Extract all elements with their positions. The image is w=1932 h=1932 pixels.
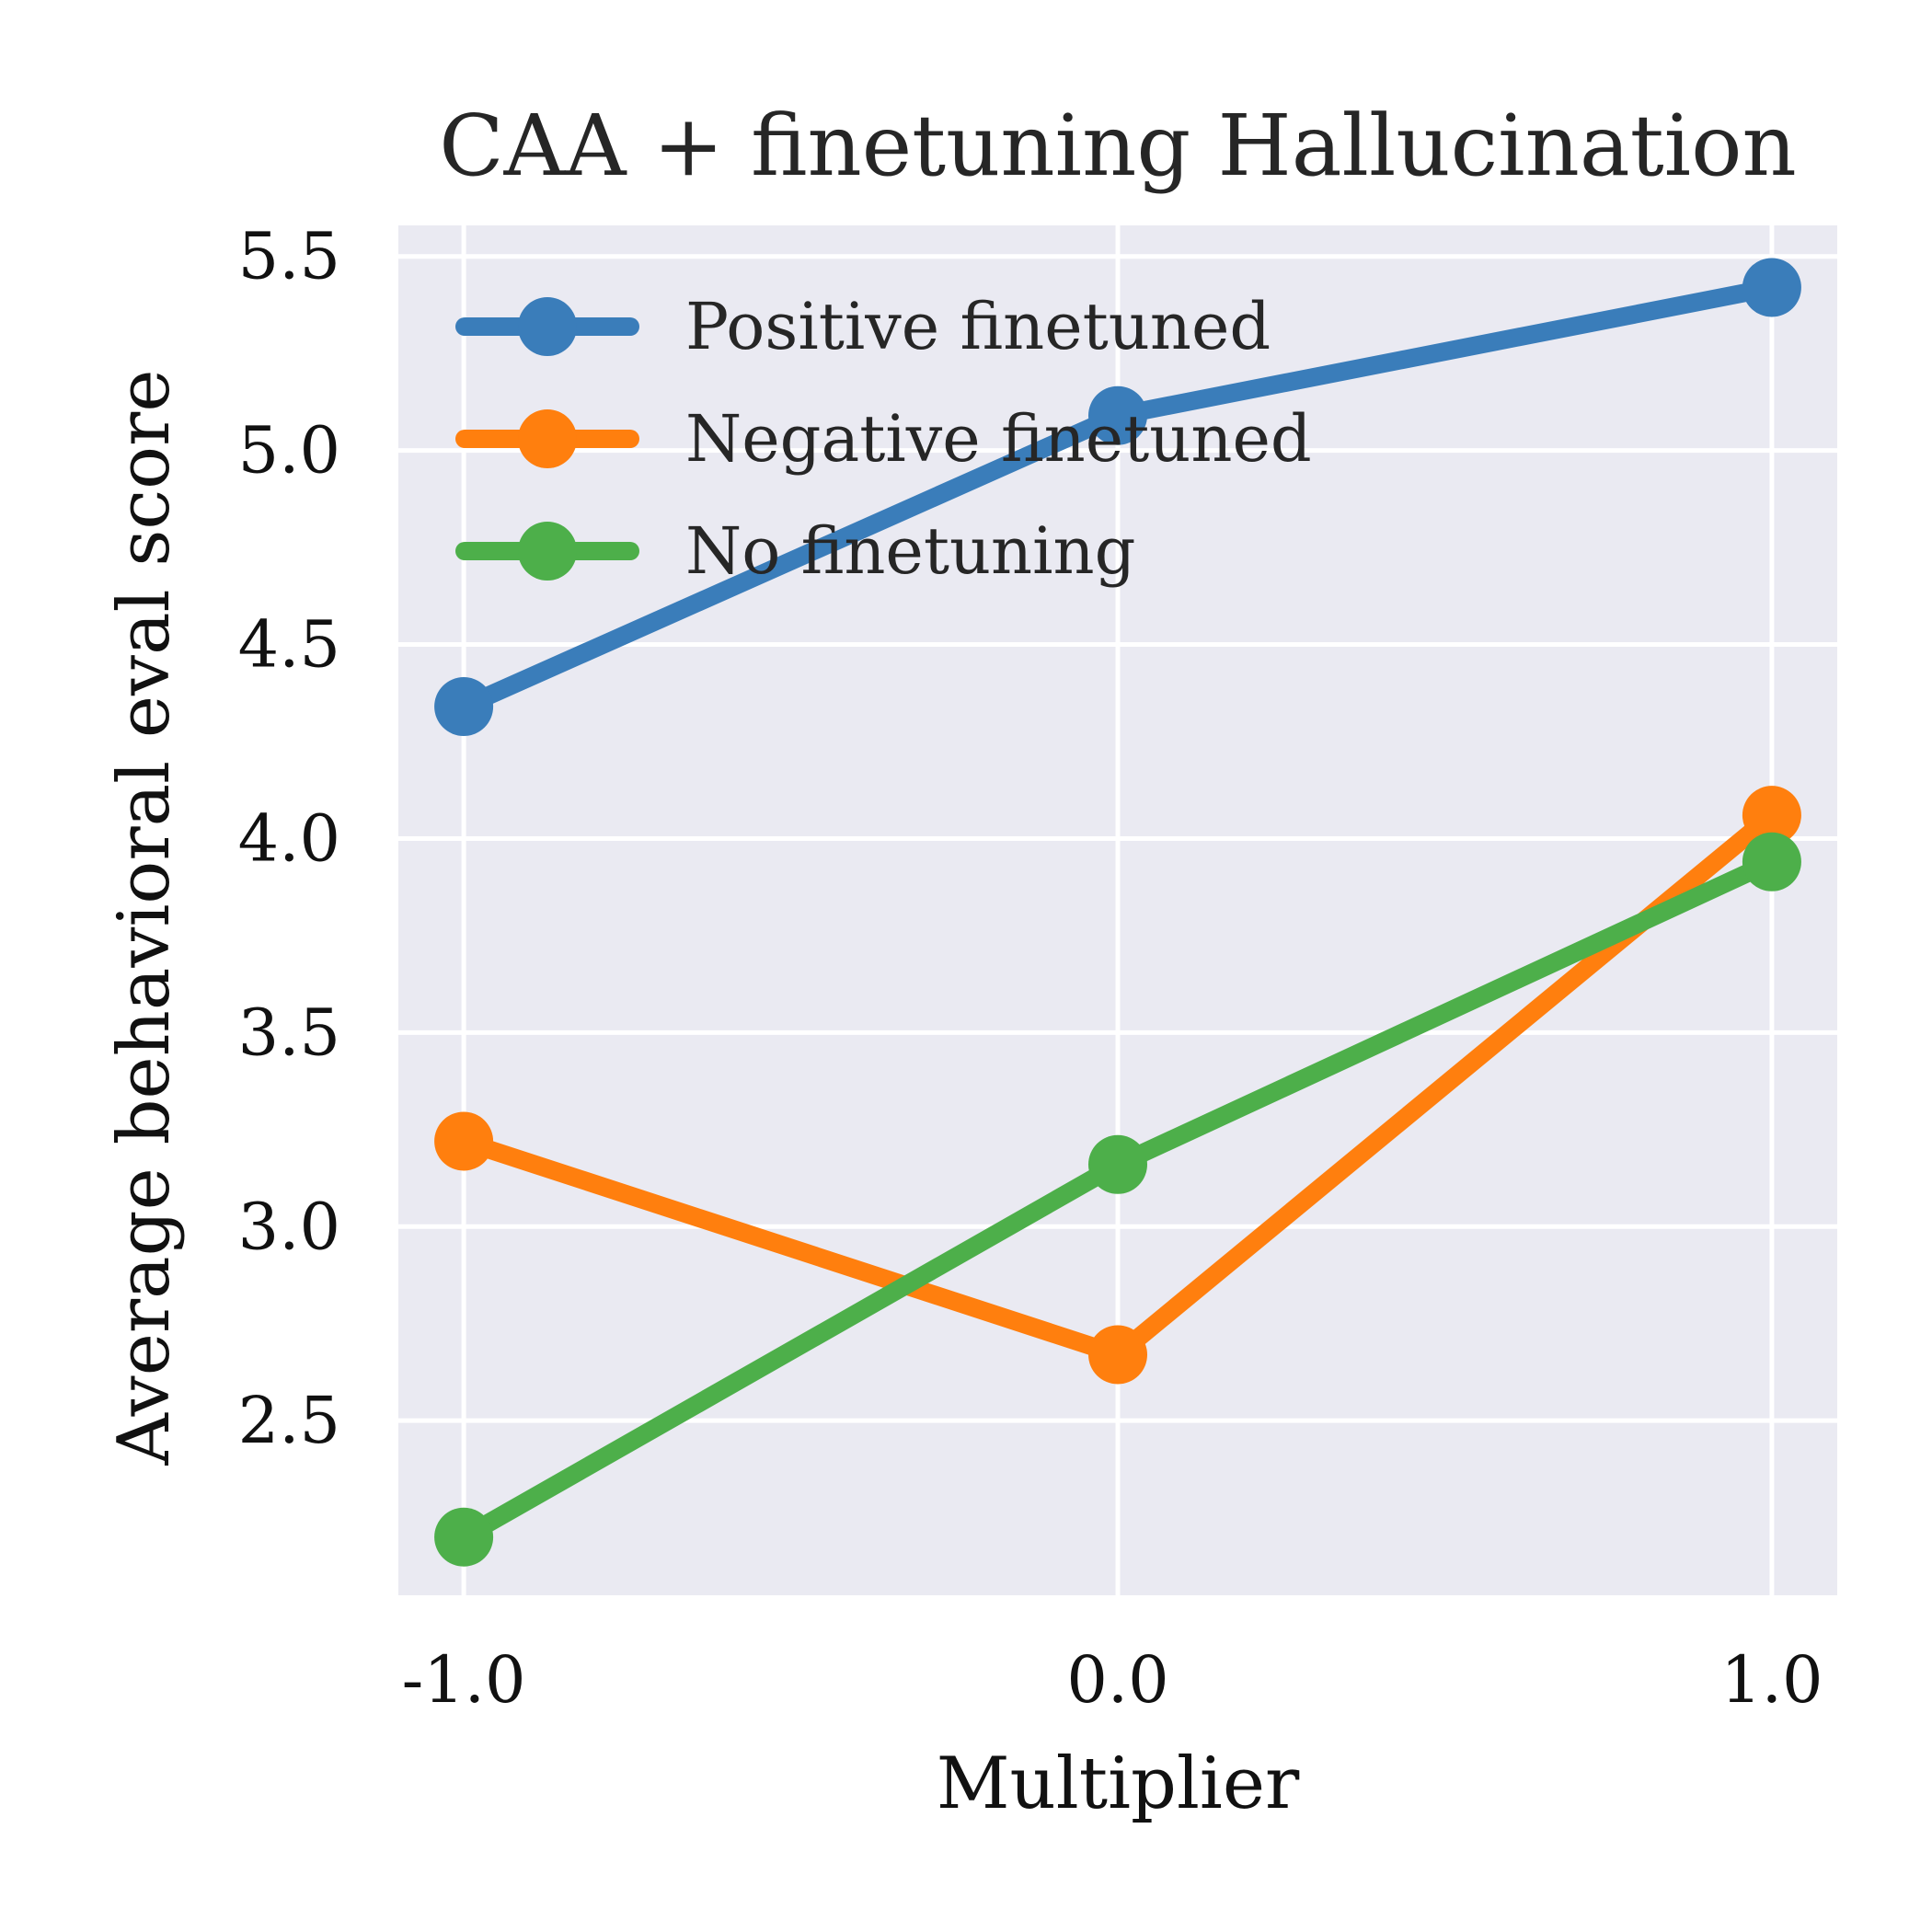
legend-label: Positive finetuned bbox=[685, 289, 1271, 364]
data-point bbox=[1742, 832, 1801, 891]
legend-entry: No finetuning bbox=[455, 513, 1135, 589]
legend-entry: Positive finetuned bbox=[455, 289, 1271, 364]
y-tick-label: 4.5 bbox=[238, 607, 340, 683]
legend-marker bbox=[518, 297, 577, 356]
y-tick-label: 5.0 bbox=[238, 413, 340, 489]
series-lines bbox=[434, 258, 1801, 1567]
data-point bbox=[434, 677, 494, 737]
series-2 bbox=[434, 832, 1801, 1567]
y-tick-labels: 2.5 3.0 3.5 4.0 4.5 5.0 5.5 bbox=[238, 219, 340, 1458]
series-0 bbox=[434, 258, 1801, 737]
chart-title: CAA + finetuning Hallucination bbox=[439, 97, 1796, 195]
legend: Positive finetuned Negative finetuned No f… bbox=[455, 289, 1312, 589]
series-1 bbox=[434, 786, 1801, 1385]
x-axis-label: Multiplier bbox=[937, 1742, 1300, 1825]
legend-entry: Negative finetuned bbox=[455, 401, 1312, 477]
data-point bbox=[1742, 786, 1801, 845]
y-tick-label: 3.0 bbox=[238, 1189, 340, 1264]
y-axis-label: Average behavioral eval score bbox=[103, 370, 186, 1466]
data-point bbox=[1088, 1134, 1147, 1194]
data-point bbox=[434, 1507, 494, 1567]
y-tick-label: 4.0 bbox=[238, 800, 340, 876]
data-point bbox=[434, 1111, 494, 1171]
legend-marker bbox=[518, 409, 577, 468]
x-tick-label: 0.0 bbox=[1066, 1642, 1168, 1718]
legend-label: Negative finetuned bbox=[685, 401, 1312, 477]
legend-label: No finetuning bbox=[685, 513, 1135, 589]
x-tick-label: 1.0 bbox=[1720, 1642, 1823, 1718]
data-point bbox=[1742, 258, 1801, 317]
gridlines bbox=[398, 225, 1837, 1595]
x-tick-label: -1.0 bbox=[402, 1642, 526, 1718]
y-tick-label: 5.5 bbox=[238, 219, 340, 294]
data-point bbox=[1088, 1325, 1147, 1385]
legend-marker bbox=[518, 522, 577, 581]
x-tick-labels: -1.0 0.0 1.0 bbox=[402, 1642, 1823, 1718]
data-point bbox=[1088, 385, 1147, 445]
y-tick-label: 3.5 bbox=[238, 995, 340, 1070]
y-tick-label: 2.5 bbox=[238, 1383, 340, 1458]
